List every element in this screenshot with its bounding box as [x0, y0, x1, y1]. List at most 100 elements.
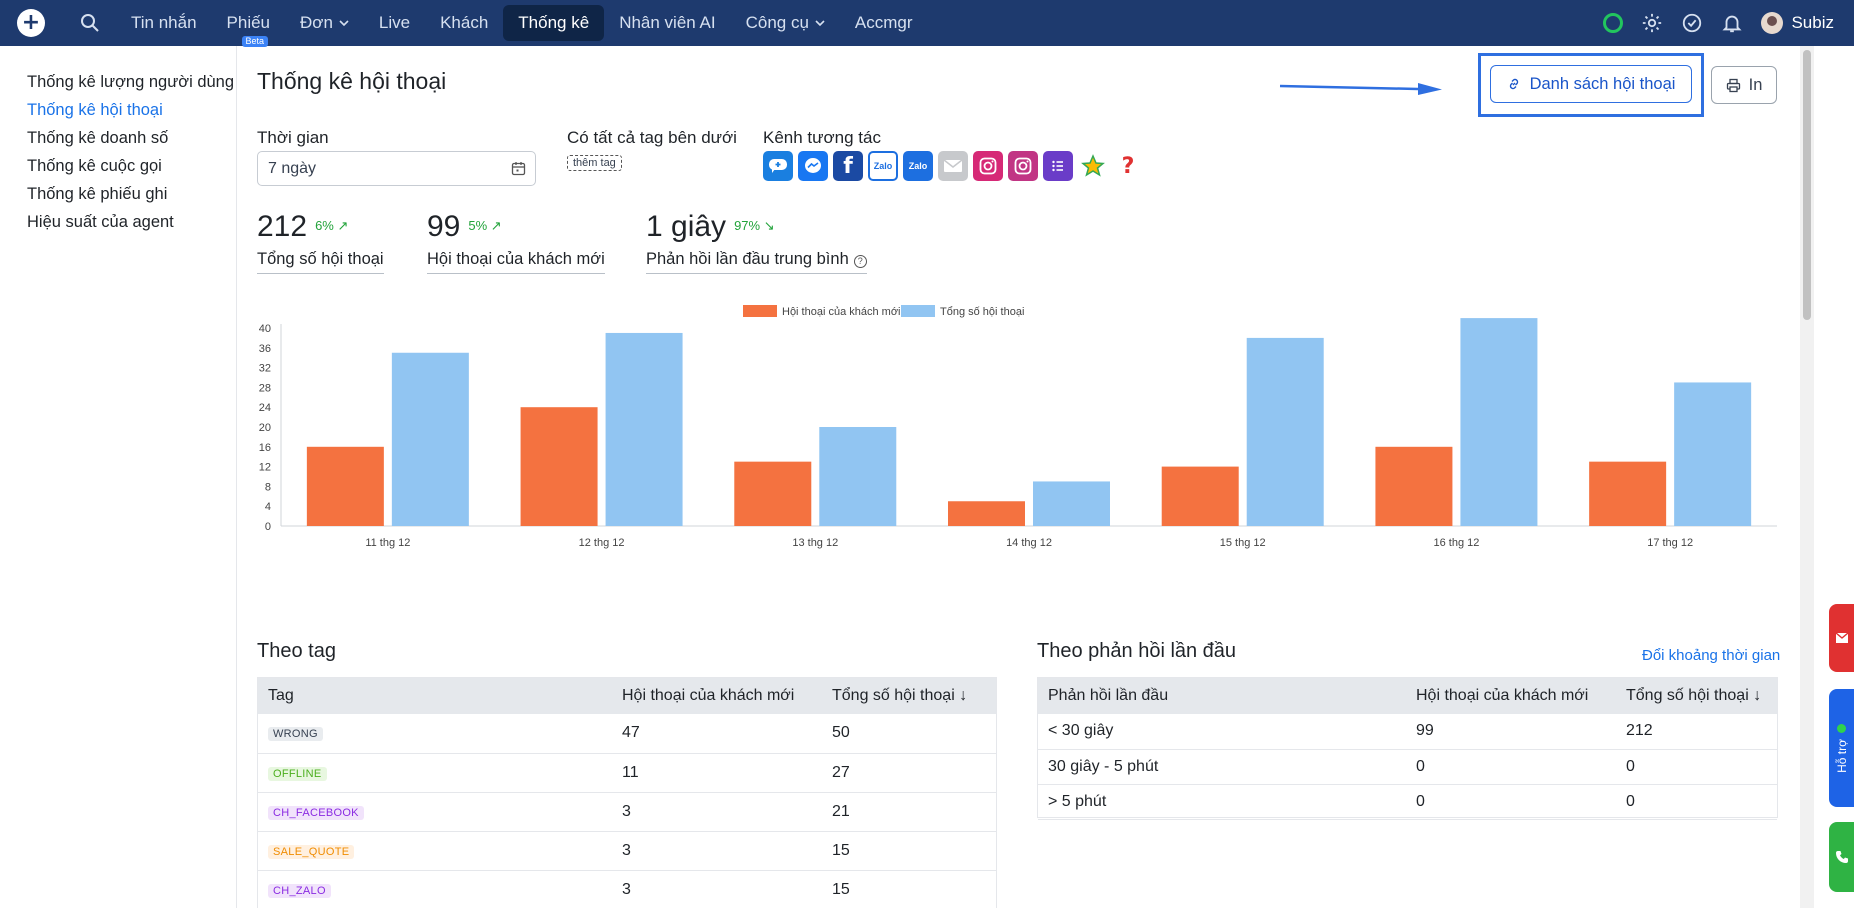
table-row[interactable]: CH_FACEBOOK 3 21 — [258, 792, 996, 832]
column-header-new-conversations[interactable]: Hội thoại của khách mới — [1406, 678, 1616, 714]
app-logo[interactable]: + — [17, 9, 45, 37]
zalo-personal-channel-icon[interactable]: Zalo — [868, 151, 898, 181]
tag-badge[interactable]: OFFLINE — [268, 766, 327, 781]
google-review-channel-icon[interactable] — [1078, 151, 1108, 181]
kpi-value: 1 giây — [646, 210, 727, 243]
column-header-total-conversations[interactable]: Tổng số hội thoại ↓ — [822, 678, 996, 714]
table-row[interactable]: > 5 phút 0 0 — [1038, 784, 1777, 820]
sidebar-item-ticket-stats[interactable]: Thống kê phiếu ghi — [27, 185, 168, 203]
kpi-label[interactable]: Hội thoại của khách mới — [427, 250, 605, 274]
nav-accmgr[interactable]: Accmgr — [854, 13, 913, 32]
total-conversations-cell: 15 — [822, 831, 996, 871]
beta-badge: Beta — [241, 36, 269, 47]
add-tag-button[interactable]: thêm tag — [567, 155, 622, 171]
facebook-channel-icon[interactable]: f — [833, 151, 863, 181]
support-widget-button[interactable]: Hỗ trợ — [1829, 689, 1854, 807]
nav-tools[interactable]: Công cụ — [731, 5, 840, 41]
legend-label: Hội thoại của khách mới — [782, 306, 901, 318]
tag-cell: OFFLINE — [258, 753, 612, 793]
y-tick-label: 8 — [265, 481, 271, 493]
nav-customers[interactable]: Khách — [440, 13, 489, 32]
table-row[interactable]: WRONG 47 50 — [258, 714, 996, 754]
change-time-range-link[interactable]: Đổi khoảng thời gian — [1642, 647, 1781, 664]
help-icon[interactable]: ? — [853, 255, 867, 268]
check-circle-icon[interactable] — [1681, 12, 1703, 34]
avatar[interactable] — [1761, 12, 1784, 34]
online-status-icon[interactable] — [1603, 13, 1624, 33]
table-row[interactable]: CH_ZALO 3 15 — [258, 870, 996, 908]
sidebar-item-call-stats[interactable]: Thống kê cuộc gọi — [27, 157, 162, 175]
column-header-first-response[interactable]: Phản hồi lần đầu — [1038, 678, 1406, 714]
bell-icon[interactable] — [1721, 12, 1743, 34]
column-header-new-conversations[interactable]: Hội thoại của khách mới — [612, 678, 822, 714]
call-widget-button[interactable] — [1829, 822, 1854, 892]
x-tick-label: 12 thg 12 — [579, 537, 625, 549]
scrollbar-thumb[interactable] — [1803, 50, 1811, 320]
tag-badge[interactable]: CH_FACEBOOK — [268, 805, 364, 820]
total-conversations-cell: 212 — [1616, 714, 1777, 750]
total-conversations-cell: 21 — [822, 792, 996, 832]
nav-tickets[interactable]: Phiếu Beta — [226, 13, 271, 47]
tag-badge[interactable]: SALE_QUOTE — [268, 844, 355, 859]
email-channel-icon[interactable] — [938, 151, 968, 181]
mail-icon — [1835, 632, 1848, 643]
print-button[interactable]: In — [1711, 66, 1777, 104]
sidebar-item-conversation-stats[interactable]: Thống kê hội thoại — [27, 101, 163, 119]
kpi-value: 212 — [257, 210, 308, 243]
table-row[interactable]: SALE_QUOTE 3 15 — [258, 831, 996, 871]
conversation-list-button[interactable]: Danh sách hội thoại — [1490, 65, 1692, 103]
total-conversations-cell: 0 — [1616, 749, 1777, 785]
bar — [306, 446, 384, 526]
report-sidebar: Thống kê lượng người dùng Thống kê hội t… — [0, 46, 237, 908]
nav-orders[interactable]: Đơn — [285, 5, 364, 41]
table-row[interactable]: OFFLINE 11 27 — [258, 753, 996, 793]
bar — [1375, 446, 1453, 526]
sidebar-item-agent-performance[interactable]: Hiệu suất của agent — [27, 213, 174, 231]
nav-ai-agent[interactable]: Nhân viên AI — [619, 13, 716, 32]
new-conversations-cell: 3 — [612, 831, 822, 871]
by-tag-table-wrapper: Tag Hội thoại của khách mới Tổng số hội … — [257, 677, 997, 908]
table-row[interactable]: 30 giây - 5 phút 0 0 — [1038, 749, 1777, 785]
table-row[interactable]: < 30 giây 99 212 — [1038, 714, 1777, 750]
instagram-channel-icon[interactable] — [973, 151, 1003, 181]
tag-cell: SALE_QUOTE — [258, 831, 612, 871]
tag-badge[interactable]: CH_ZALO — [268, 883, 331, 898]
page-title: Thống kê hội thoại — [257, 68, 447, 94]
kpi-total-conversations: 212 6% ↗ Tổng số hội thoại — [257, 210, 384, 274]
question-mark-icon[interactable]: ? — [1121, 153, 1135, 179]
sidebar-item-revenue-stats[interactable]: Thống kê doanh số — [27, 129, 169, 147]
by-first-response-table-wrapper: Phản hồi lần đầu Hội thoại của khách mới… — [1037, 677, 1778, 820]
subiz-channel-icon[interactable] — [763, 151, 793, 181]
y-tick-label: 16 — [259, 442, 271, 454]
by-tag-table: Tag Hội thoại của khách mới Tổng số hội … — [258, 678, 996, 908]
new-conversations-cell: 99 — [1406, 714, 1616, 750]
search-icon[interactable] — [80, 13, 100, 33]
zalo-channel-icon[interactable]: Zalo — [903, 151, 933, 181]
legend-swatch — [901, 305, 935, 317]
bar — [1246, 337, 1324, 526]
nav-messages[interactable]: Tin nhắn — [131, 13, 197, 32]
kpi-label[interactable]: Phản hồi lần đầu trung bình? — [646, 250, 867, 274]
column-header-tag[interactable]: Tag — [258, 678, 612, 714]
gear-icon[interactable] — [1641, 12, 1663, 34]
form-channel-icon[interactable] — [1043, 151, 1073, 181]
instagram-business-channel-icon[interactable] — [1008, 151, 1038, 181]
date-range-picker[interactable]: 7 ngày — [257, 151, 536, 186]
by-first-response-table: Phản hồi lần đầu Hội thoại của khách mới… — [1038, 678, 1777, 820]
bar — [819, 427, 897, 526]
user-name[interactable]: Subiz — [1791, 13, 1834, 32]
y-tick-label: 36 — [259, 343, 271, 355]
tag-badge[interactable]: WRONG — [268, 727, 323, 742]
x-tick-label: 15 thg 12 — [1220, 537, 1266, 549]
page-scrollbar[interactable] — [1800, 46, 1814, 908]
nav-live[interactable]: Live — [378, 13, 411, 32]
messenger-channel-icon[interactable] — [798, 151, 828, 181]
bar — [1674, 382, 1752, 526]
mail-widget-button[interactable] — [1829, 604, 1854, 672]
y-tick-label: 0 — [265, 521, 271, 533]
sidebar-item-user-stats[interactable]: Thống kê lượng người dùng — [27, 73, 235, 91]
column-header-total-conversations[interactable]: Tổng số hội thoại ↓ — [1616, 678, 1777, 714]
nav-reports[interactable]: Thống kê — [503, 5, 605, 41]
annotation-highlight-box — [1478, 53, 1704, 117]
kpi-label[interactable]: Tổng số hội thoại — [257, 250, 384, 274]
